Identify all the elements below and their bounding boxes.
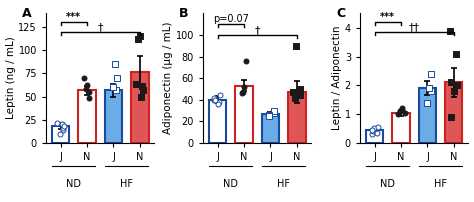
Point — [112, 88, 120, 92]
Point — [109, 86, 117, 89]
Point — [289, 90, 297, 94]
Text: B: B — [179, 7, 189, 20]
Point — [210, 98, 218, 101]
Point — [134, 38, 142, 41]
Bar — [288, 92, 306, 143]
Point — [54, 121, 61, 124]
Point — [265, 114, 273, 118]
Text: C: C — [336, 7, 345, 20]
Bar — [366, 130, 383, 143]
Bar — [445, 82, 463, 143]
Point — [56, 132, 64, 135]
Point — [297, 94, 304, 97]
Text: ND: ND — [66, 179, 81, 189]
Point — [217, 94, 224, 97]
Point — [368, 128, 375, 132]
Point — [211, 98, 219, 101]
Point — [85, 97, 93, 100]
Point — [368, 133, 375, 136]
Point — [137, 95, 145, 98]
Bar — [78, 90, 96, 143]
Point — [370, 127, 378, 130]
Text: †: † — [98, 22, 103, 32]
Point — [423, 101, 430, 104]
Point — [139, 88, 146, 92]
Point — [450, 89, 458, 93]
Text: ††: †† — [409, 22, 419, 32]
Bar — [262, 114, 279, 143]
Bar — [209, 100, 226, 143]
Bar — [52, 126, 69, 143]
Point — [374, 131, 381, 135]
Point — [82, 88, 90, 91]
Point — [85, 90, 93, 94]
Bar — [131, 72, 148, 143]
Bar — [236, 86, 253, 143]
Text: HF: HF — [277, 179, 290, 189]
Point — [394, 113, 402, 116]
Point — [425, 87, 433, 90]
Point — [292, 96, 299, 99]
Point — [427, 89, 435, 93]
Point — [61, 125, 68, 128]
Point — [111, 63, 118, 66]
Text: HF: HF — [434, 179, 447, 189]
Bar — [392, 113, 410, 143]
Point — [401, 111, 409, 114]
Point — [113, 77, 120, 80]
Text: p=0.07: p=0.07 — [213, 14, 249, 24]
Point — [83, 83, 91, 86]
Text: HF: HF — [120, 179, 133, 189]
Text: ***: *** — [66, 12, 81, 22]
Y-axis label: Leptin (ng / mL): Leptin (ng / mL) — [6, 37, 16, 120]
Point — [292, 44, 300, 47]
Text: ND: ND — [223, 179, 238, 189]
Point — [453, 84, 461, 87]
Bar — [105, 90, 122, 143]
Y-axis label: Leptin / Adiponectin: Leptin / Adiponectin — [332, 26, 342, 130]
Point — [239, 90, 247, 94]
Text: ***: *** — [380, 12, 395, 22]
Point — [399, 108, 406, 111]
Point — [58, 123, 66, 126]
Point — [214, 102, 222, 106]
Point — [215, 100, 222, 103]
Point — [374, 125, 382, 129]
Point — [210, 96, 218, 99]
Point — [138, 84, 146, 87]
Bar — [419, 88, 436, 143]
Point — [238, 92, 246, 95]
Point — [427, 72, 435, 75]
Point — [133, 82, 140, 85]
Point — [60, 126, 67, 130]
Point — [137, 35, 144, 38]
Point — [242, 59, 250, 62]
Point — [369, 130, 376, 133]
Point — [270, 111, 278, 114]
Text: ND: ND — [380, 179, 395, 189]
Point — [447, 29, 454, 32]
Point — [80, 77, 88, 80]
Text: A: A — [22, 7, 32, 20]
Point — [270, 109, 277, 112]
Point — [59, 128, 66, 132]
Point — [447, 81, 455, 84]
Point — [240, 85, 247, 88]
Point — [265, 113, 273, 116]
Point — [448, 115, 456, 119]
Point — [398, 107, 406, 110]
Text: †: † — [255, 25, 260, 35]
Y-axis label: Adiponectin (μg / mL): Adiponectin (μg / mL) — [163, 22, 173, 134]
Point — [396, 110, 403, 113]
Point — [453, 52, 460, 55]
Point — [296, 87, 303, 90]
